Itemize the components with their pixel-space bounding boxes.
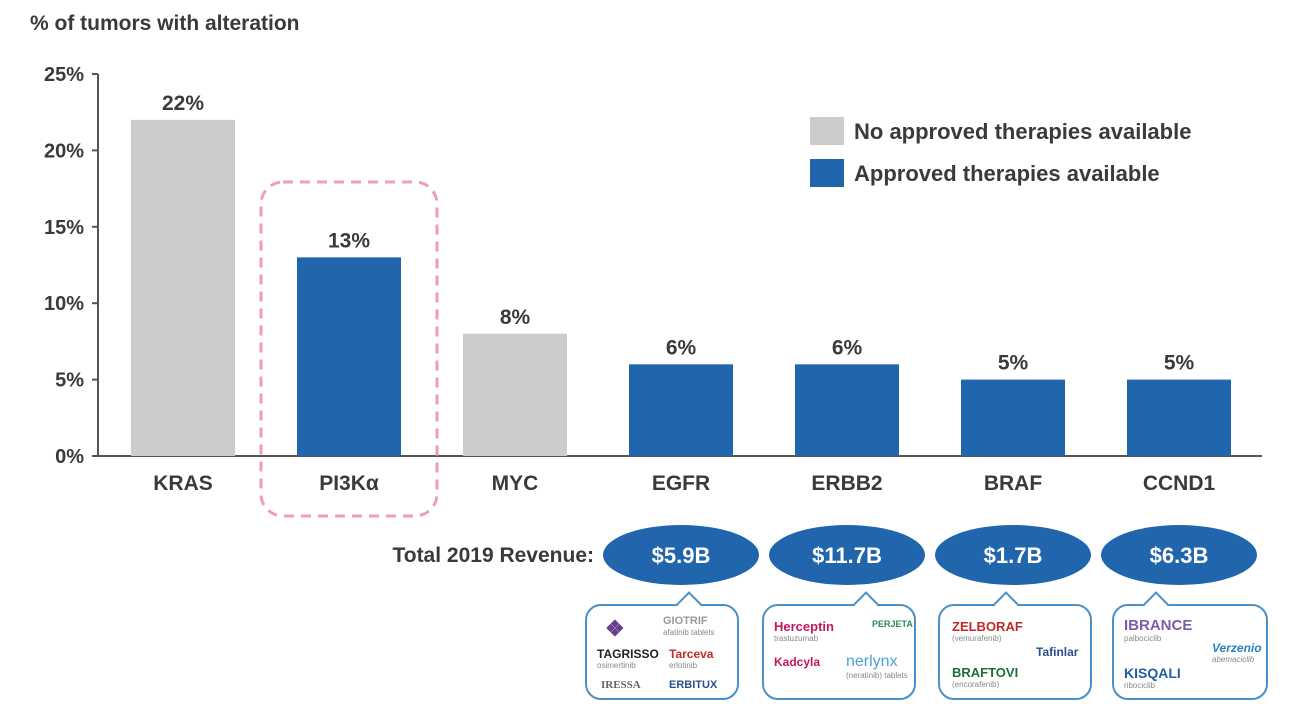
y-tick-label: 15% (44, 217, 84, 239)
legend-label: Approved therapies available (854, 161, 1160, 186)
tagrisso-logo-icon: ❖ (605, 616, 625, 641)
bar-ccnd1 (1127, 379, 1231, 456)
verzenio-logo: Verzenio abemaciclib (1212, 641, 1262, 664)
nerlynx-logo: nerlynx (neratinib) tablets (846, 653, 908, 680)
revenue-value: $5.9B (652, 543, 711, 568)
y-tick-label: 20% (44, 140, 84, 162)
erbb2-therapies-box: Herceptin trastuzumab PERJETA Kadcyla ner… (762, 604, 916, 700)
herceptin-logo: Herceptin trastuzumab (774, 619, 834, 643)
x-tick-label: EGFR (652, 472, 710, 495)
legend-swatch (810, 117, 844, 145)
revenue-oval (935, 525, 1091, 585)
bar-value-label: 22% (162, 92, 204, 115)
bar-braf (961, 379, 1065, 456)
ccnd1-therapies-box: IBRANCE palbociclib Verzenio abemaciclib K… (1112, 604, 1268, 700)
revenue-label: Total 2019 Revenue: (392, 544, 594, 567)
tarceva-logo: Tarceva erlotinib (669, 647, 714, 670)
legend: No approved therapies available Approved … (810, 117, 1191, 187)
bar-value-label: 5% (998, 352, 1029, 375)
revenue-oval (603, 525, 759, 585)
giotrif-logo: GIOTRIF afatinib tablets (663, 615, 715, 637)
legend-label: No approved therapies available (854, 119, 1191, 144)
bar-value-label: 6% (666, 336, 697, 359)
y-tick-label: 10% (44, 293, 84, 315)
x-tick-label: BRAF (984, 472, 1042, 495)
braftovi-logo: BRAFTOVI (encorafenib) (952, 665, 1019, 689)
perjeta-logo: PERJETA (872, 619, 913, 629)
ibrance-logo: IBRANCE palbociclib (1124, 617, 1193, 643)
tafinlar-logo: Tafinlar (1036, 645, 1079, 659)
braf-therapies-box: ZELBORAF (vemurafenib) Tafinlar BRAFTOVI(… (938, 604, 1092, 700)
bar-chart: % of tumors with alteration 0% 5% 10% 15% 20… (30, 12, 1262, 585)
bar-erbb2 (795, 364, 899, 456)
revenue-value: $6.3B (1150, 543, 1209, 568)
x-tick-label: PI3Kα (319, 472, 379, 495)
revenue-value: $1.7B (984, 543, 1043, 568)
legend-swatch (810, 159, 844, 187)
egfr-therapies-box: ❖ GIOTRIF afatinib tablets TAGRISSO osimer… (585, 604, 739, 700)
x-tick-label: MYC (492, 472, 539, 495)
y-tick-label: 25% (44, 64, 84, 86)
bar-kras (131, 119, 235, 456)
bar-egfr (629, 364, 733, 456)
y-tick-label: 5% (55, 370, 84, 392)
kadcyla-logo: Kadcyla (774, 655, 821, 669)
tagrisso-logo: TAGRISSO osimertinib (597, 647, 659, 670)
x-tick-label: KRAS (153, 472, 213, 495)
highlight-box (259, 180, 439, 518)
revenue-row: Total 2019 Revenue: $5.9B $11.7B $1.7B $6.3B (392, 525, 1257, 585)
erbitux-logo: ERBITUX (669, 679, 718, 691)
bar-value-label: 5% (1164, 352, 1195, 375)
x-tick-label: ERBB2 (811, 472, 882, 495)
bar-pi3kα (297, 257, 401, 456)
y-tick-label: 0% (55, 446, 84, 468)
bar-value-label: 8% (500, 306, 531, 329)
zelboraf-logo: ZELBORAF (vemurafenib) (952, 619, 1023, 643)
bar-value-label: 6% (832, 336, 863, 359)
bar-value-label: 13% (328, 229, 370, 252)
revenue-value: $11.7B (812, 543, 882, 568)
bars-group: 22% KRAS 13% PI3Kα 8% MYC 6% EGFR 6% ERBB2 5% BRAF 5… (131, 92, 1231, 518)
x-tick-label: CCND1 (1143, 472, 1216, 495)
bar-myc (463, 333, 567, 456)
revenue-oval (1101, 525, 1257, 585)
y-axis-title: % of tumors with alteration (30, 12, 300, 35)
iressa-logo: IRESSA (601, 679, 641, 691)
kisqali-logo: KISQALI ribociclib (1124, 665, 1181, 690)
revenue-oval (769, 525, 925, 585)
